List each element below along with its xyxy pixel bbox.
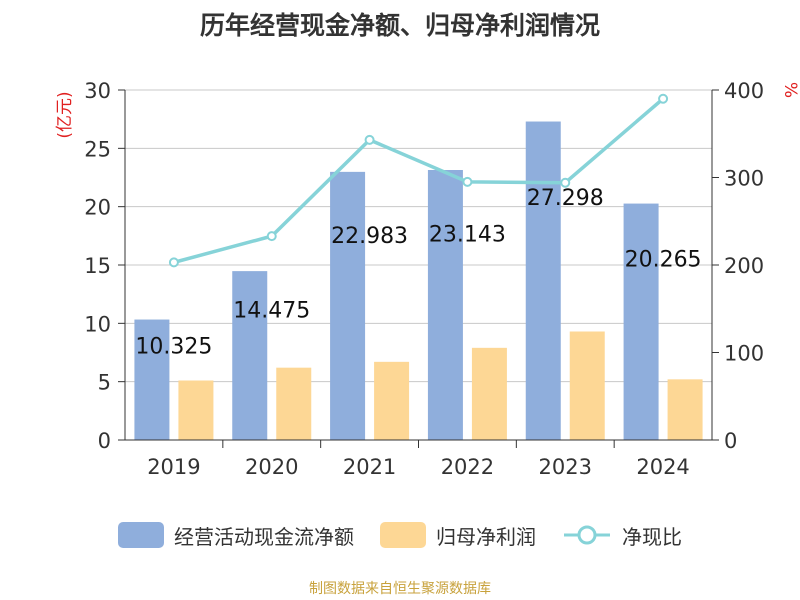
point-cash-ratio: [266, 231, 277, 242]
legend-item-net-profit[interactable]: 归母净利润: [380, 521, 536, 550]
data-label-cash-flow: 10.325: [135, 335, 212, 360]
y-left-tick-label: 0: [98, 429, 111, 453]
chart-title: 历年经营现金净额、归母净利润情况: [199, 11, 600, 40]
data-label-cash-flow: 22.983: [331, 224, 408, 249]
x-tick-label: 2024: [636, 455, 689, 479]
legend-line-marker-icon: [564, 525, 610, 545]
legend-label-net-profit: 归母净利润: [436, 524, 536, 549]
bar-cash-flow: [427, 169, 463, 440]
y-left-tick-label: 5: [98, 371, 111, 395]
y-right-tick-label: 300: [724, 167, 764, 191]
y-right-unit-label: %: [780, 82, 800, 98]
data-label-cash-flow: 23.143: [429, 222, 506, 247]
legend-swatch-cash-flow: [118, 522, 164, 548]
bar-net-profit: [471, 347, 507, 440]
legend-swatch-net-profit: [380, 522, 426, 548]
y-left-tick-label: 25: [84, 137, 111, 161]
y-right-tick-label: 0: [724, 429, 737, 453]
point-cash-ratio: [364, 134, 375, 145]
legend-item-cash-ratio[interactable]: 净现比: [562, 521, 682, 550]
bar-net-profit: [276, 367, 312, 440]
bar-cash-flow: [623, 203, 659, 440]
bar-cash-flow: [525, 121, 561, 441]
y-left-tick-label: 15: [84, 254, 111, 278]
x-tick-label: 2019: [147, 455, 200, 479]
grid-layer: [125, 89, 712, 383]
bar-net-profit: [178, 380, 214, 440]
x-tick-label: 2022: [441, 455, 494, 479]
x-tick-label: 2023: [539, 455, 592, 479]
y-right-tick-label: 100: [724, 342, 764, 366]
y-right-tick-label: 200: [724, 254, 764, 278]
data-source-note: 制图数据来自恒生聚源数据库: [309, 581, 491, 597]
bar-cash-flow: [330, 171, 366, 441]
legend-label-cash-ratio: 净现比: [622, 524, 682, 549]
data-label-cash-flow: 14.475: [233, 298, 310, 323]
point-cash-ratio: [462, 176, 473, 187]
legend-label-cash-flow: 经营活动现金流净额: [174, 524, 354, 549]
bar-cash-flow: [134, 319, 170, 440]
y-left-unit-label: (亿元): [55, 91, 75, 138]
y-left-tick-label: 20: [84, 196, 111, 220]
data-label-cash-flow: 27.298: [527, 186, 604, 211]
y-right-tick-label: 400: [724, 79, 764, 103]
legend-item-cash-flow[interactable]: 经营活动现金流净额: [118, 521, 354, 550]
bars-layer: [134, 121, 703, 441]
point-cash-ratio: [560, 177, 571, 188]
bar-net-profit: [374, 361, 410, 440]
x-tick-label: 2020: [245, 455, 298, 479]
y-left-tick-label: 30: [84, 79, 111, 103]
point-cash-ratio: [658, 93, 669, 104]
bar-net-profit: [667, 379, 703, 440]
line-cash-ratio: [173, 97, 665, 265]
data-label-cash-flow: 20.265: [625, 248, 702, 273]
point-cash-ratio: [168, 257, 179, 268]
line-layer: [168, 93, 669, 268]
x-tick-label: 2021: [343, 455, 396, 479]
bar-net-profit: [569, 331, 605, 440]
bar-cash-flow: [232, 271, 268, 440]
y-left-tick-label: 10: [84, 312, 111, 336]
data-labels-layer: 10.325 14.475 22.983 23.143 27.298 20.265: [135, 186, 701, 360]
legend: 经营活动现金流净额 归母净利润 净现比: [0, 520, 800, 550]
